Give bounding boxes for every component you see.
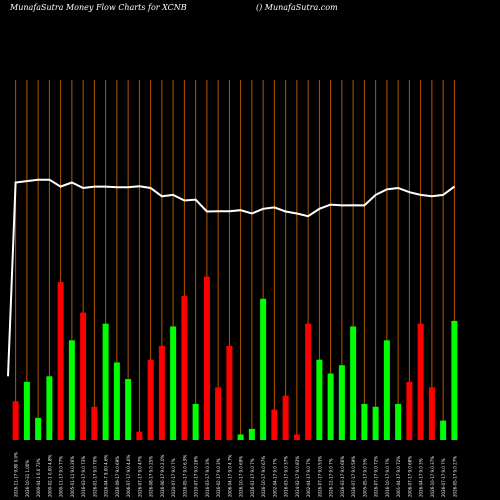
x-tick-label: 2026-05-17 9.0 6.9% — [182, 454, 187, 497]
x-tick-label: 2026-07-17 9.0 59% — [351, 456, 356, 497]
x-tick-label: 2005-01-11 9.0 26% — [70, 456, 75, 497]
money-flow-bar — [440, 420, 447, 440]
x-tick-label: 2026-07-17 9.0 72% — [374, 456, 379, 497]
money-flow-bar — [260, 298, 267, 440]
chart-title: MunafaSutra Money Flow Charts for XCNB — [10, 3, 187, 12]
x-tick-label: 2026-03-17 9.0 66% — [340, 456, 345, 497]
x-tick-label: 2002-04-17 9.0 7% — [306, 458, 311, 497]
money-flow-bar — [158, 345, 165, 440]
x-tick-label: 2026-05-17 9.0 27% — [452, 456, 457, 497]
money-flow-bar — [68, 340, 75, 440]
money-flow-line — [7, 178, 455, 377]
x-tick-label: 2020-07-17 9.0 7% — [171, 458, 176, 497]
money-flow-bar — [181, 296, 188, 440]
money-flow-bar — [136, 431, 143, 440]
money-flow-bar — [102, 323, 109, 440]
money-flow-bar — [203, 276, 210, 440]
money-flow-bar — [305, 323, 312, 440]
money-flow-bar — [237, 434, 244, 440]
money-flow-bar — [12, 401, 19, 440]
money-flow-bar — [80, 312, 87, 440]
x-tick-label: 2026-10-31 1.00% — [25, 460, 30, 497]
x-tick-label: 2026-02-17 9.0 3% — [216, 458, 221, 497]
money-flow-bar — [215, 387, 222, 440]
x-tick-label: 2026-12-17 9.0 7% — [329, 458, 334, 497]
x-tick-label: 2016-03-17 9.0 3% — [205, 458, 210, 497]
money-flow-bar — [395, 404, 402, 440]
money-flow-bar — [282, 395, 289, 440]
money-flow-bar — [338, 365, 345, 440]
x-tick-label: 2024-02-17 9.0 83% — [295, 456, 300, 497]
money-flow-bar — [192, 404, 199, 440]
x-tick-label: 2026-10-17 9.0 69% — [239, 456, 244, 497]
x-tick-label: 2026-04-7 9.00 4.6% — [104, 454, 109, 497]
money-flow-bar — [361, 404, 368, 440]
x-tick-label: 2000-04-1 0.0 73% — [36, 458, 41, 497]
x-tick-label: 2026-07-17 9.0 53% — [317, 456, 322, 497]
x-tick-label: 2026-11-17 9.80 0.0% — [14, 452, 19, 497]
x-tick-label: 2026-06-17 9.0 2.0% — [160, 454, 165, 497]
x-tick-label: 2016-03-17 9.0 37% — [284, 456, 289, 497]
money-flow-bar — [406, 381, 413, 440]
x-tick-label: 2026-01-17 9.0 70% — [92, 456, 97, 497]
x-tick-label: 2016-10-17 9.0 7% — [385, 458, 390, 497]
money-flow-bar — [35, 417, 42, 440]
x-tick-label: 2005-05-17 9.0 5% — [362, 458, 367, 497]
money-flow-bar — [170, 326, 177, 440]
money-flow-bar — [271, 409, 278, 440]
money-flow-bar — [417, 323, 424, 440]
x-tick-label: 2006-04-17 9.0 4.7% — [227, 454, 232, 497]
site-credit: () MunafaSutra.com — [256, 3, 338, 12]
money-flow-bar — [451, 320, 458, 440]
money-flow-bar — [57, 282, 64, 440]
money-flow-bar — [383, 340, 390, 440]
money-flow-bar — [46, 376, 53, 440]
money-flow-bar — [91, 406, 98, 440]
x-tick-label: 2006-07-17 9.0 68% — [407, 456, 412, 497]
money-flow-bar — [293, 434, 300, 440]
x-tick-label: 2002-04-17 9.0 7% — [272, 458, 277, 497]
money-flow-bar — [113, 362, 120, 440]
x-tick-label: 2026-01-17 9.0 7% — [250, 458, 255, 497]
money-flow-bar — [226, 345, 233, 440]
money-flow-bar — [23, 381, 30, 440]
x-tick-label: 2010-07-17 9.0 26% — [194, 456, 199, 497]
x-tick-label: 2006-07-17 9.0 4.6% — [126, 454, 131, 497]
money-flow-bar — [147, 359, 154, 440]
x-tick-label: 2026-10-17 9.0 37% — [430, 456, 435, 497]
x-tick-label: 2000-11-17 9.0 77% — [59, 456, 64, 497]
x-tick-label: 2000-02-1 0.00 4.8% — [47, 454, 52, 497]
x-tick-label: 2026-09-17 9.0 69% — [115, 456, 120, 497]
money-flow-bar — [350, 326, 357, 440]
money-flow-bar — [248, 428, 255, 440]
x-tick-label: 2026-07-17 9.0 7% — [441, 458, 446, 497]
x-tick-label: 2026-08-17 9.0 25% — [149, 456, 154, 497]
money-flow-bar — [125, 379, 132, 440]
money-flow-bar — [428, 387, 435, 440]
x-tick-label: 2026-07-17 9.0 47% — [137, 456, 142, 497]
x-tick-label: 2026-04-17 9.0 3% — [419, 458, 424, 497]
money-flow-bar — [316, 359, 323, 440]
x-tick-label: 2016-03-17 9.0 73% — [81, 456, 86, 497]
x-tick-label: 2001-04-17 9.0 72% — [396, 456, 401, 497]
x-tick-label: 2026-10-17 9.0 67% — [261, 456, 266, 497]
money-flow-bar — [327, 373, 334, 440]
money-flow-bar — [372, 406, 379, 440]
